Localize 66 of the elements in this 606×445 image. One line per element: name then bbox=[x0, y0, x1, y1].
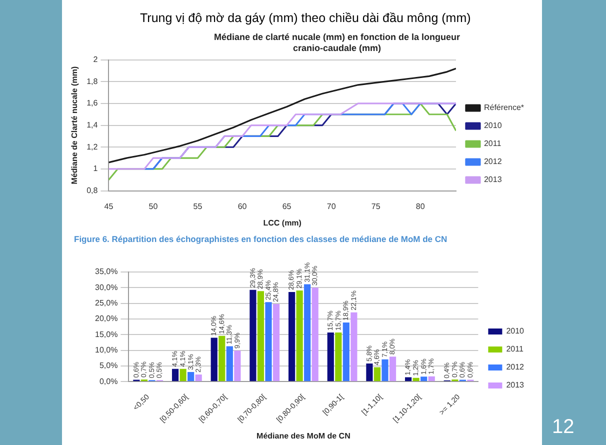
bar bbox=[335, 332, 342, 382]
x-tick-label: 50 bbox=[148, 202, 158, 211]
bar bbox=[350, 312, 358, 382]
bar bbox=[366, 364, 373, 382]
text: 12 bbox=[552, 416, 574, 439]
y-tick-label: 1,2 bbox=[86, 142, 98, 152]
bar bbox=[265, 302, 272, 382]
bar bbox=[312, 288, 318, 382]
x-tick-label: 60 bbox=[238, 202, 248, 211]
y-tick-label: 2 bbox=[93, 55, 98, 64]
y-tick-label: 0,8 bbox=[86, 186, 98, 196]
bar bbox=[210, 338, 218, 382]
bar bbox=[288, 292, 296, 382]
x-tick-label: 65 bbox=[282, 202, 292, 211]
bar bbox=[250, 290, 256, 382]
bar bbox=[188, 372, 194, 382]
legend-label: 2012 bbox=[506, 362, 525, 372]
bar bbox=[296, 290, 303, 382]
legend-label: Référence* bbox=[484, 103, 524, 112]
chart-title: Figure 6. Répartition des échographistes en fonction des classes de médiane de MoM de CN bbox=[74, 234, 448, 244]
x-tick-label: 75 bbox=[371, 202, 381, 211]
bar bbox=[382, 359, 388, 382]
y-tick-label: 0,0% bbox=[99, 376, 118, 386]
bar bbox=[389, 356, 396, 382]
legend-label: 2011 bbox=[484, 139, 502, 148]
legend-label: 2010 bbox=[506, 326, 525, 336]
y-tick-label: 1 bbox=[93, 164, 98, 174]
legend-label: 2010 bbox=[484, 121, 502, 130]
bar bbox=[257, 291, 264, 382]
bar bbox=[218, 336, 226, 382]
y-tick-label: 15,0% bbox=[94, 330, 118, 339]
bar bbox=[180, 368, 186, 382]
legend-label: 2012 bbox=[484, 157, 502, 166]
bar bbox=[420, 376, 428, 382]
bar bbox=[342, 322, 350, 382]
legend-label: 2013 bbox=[484, 175, 502, 184]
y-axis-title: Médiane de Clarté nucale (mm) bbox=[70, 66, 80, 184]
legend-label: 2011 bbox=[506, 344, 524, 354]
y-tick-label: 30,0% bbox=[94, 282, 118, 292]
legend-label: 2013 bbox=[506, 380, 525, 390]
bar bbox=[195, 374, 202, 382]
bar bbox=[234, 350, 241, 382]
y-tick-label: 1,8 bbox=[86, 76, 98, 86]
x-tick-label: 55 bbox=[193, 202, 203, 211]
y-tick-label: 10,0% bbox=[94, 346, 118, 355]
bar bbox=[304, 284, 311, 382]
y-tick-label: 1,4 bbox=[86, 120, 98, 130]
x-axis-title: Médiane des MoM de CN bbox=[256, 431, 351, 440]
bar bbox=[327, 332, 334, 382]
chart-subtitle: Médiane de clarté nucale (mm) en fonction de la longueur cranio-caudale (mm) bbox=[212, 32, 462, 54]
bar bbox=[272, 304, 280, 382]
y-tick-label: 1,6 bbox=[86, 98, 98, 108]
y-tick-label: 35,0% bbox=[94, 267, 118, 276]
bar bbox=[172, 368, 179, 382]
x-tick-label: 70 bbox=[326, 202, 336, 211]
y-tick-label: 20,0% bbox=[94, 314, 118, 324]
y-tick-label: 5,0% bbox=[99, 361, 118, 370]
y-tick-label: 25,0% bbox=[94, 298, 118, 308]
chart-title: Trung vị độ mờ da gáy (mm) theo chiều dài đầu mông (mm) bbox=[140, 11, 471, 25]
bar bbox=[374, 367, 381, 382]
bar bbox=[428, 376, 435, 382]
x-axis-title: LCC (mm) bbox=[263, 218, 302, 228]
x-tick-label: 45 bbox=[104, 202, 114, 211]
x-tick-label: 80 bbox=[416, 202, 426, 211]
bar bbox=[226, 346, 233, 382]
bar bbox=[412, 378, 420, 382]
